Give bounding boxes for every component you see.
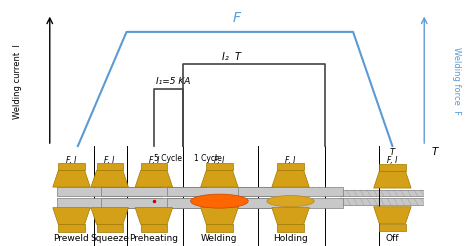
Ellipse shape [267,196,314,207]
FancyBboxPatch shape [379,224,405,231]
Text: T: T [390,148,395,157]
Text: Off: Off [386,234,399,243]
Text: Welding current  I: Welding current I [13,44,22,119]
FancyBboxPatch shape [101,187,206,197]
Text: Holding: Holding [273,234,308,243]
FancyBboxPatch shape [97,163,123,170]
FancyBboxPatch shape [101,198,206,208]
Text: I₁=5 KA: I₁=5 KA [156,77,191,86]
Text: T: T [432,147,438,157]
Polygon shape [135,208,173,225]
Text: Welding force  F: Welding force F [452,47,461,115]
Polygon shape [53,170,90,187]
Text: F, I: F, I [66,156,77,165]
FancyBboxPatch shape [141,163,167,170]
Text: F: F [233,11,241,25]
FancyBboxPatch shape [57,187,162,197]
Polygon shape [91,208,128,225]
Polygon shape [201,170,238,187]
Text: Preheating: Preheating [129,234,178,243]
Text: Squeeze: Squeeze [90,234,129,243]
FancyBboxPatch shape [206,225,233,232]
FancyBboxPatch shape [97,225,123,232]
FancyBboxPatch shape [58,163,84,170]
FancyBboxPatch shape [167,198,272,208]
Polygon shape [135,170,173,187]
Ellipse shape [191,194,248,208]
FancyBboxPatch shape [58,225,84,232]
Polygon shape [272,208,309,225]
Polygon shape [91,170,128,187]
Text: Welding: Welding [201,234,237,243]
FancyBboxPatch shape [57,198,162,208]
Text: F, I: F, I [285,156,296,165]
Polygon shape [374,171,411,188]
Text: I₂  T: I₂ T [222,52,241,62]
Text: 5 Cycle: 5 Cycle [154,154,182,163]
FancyBboxPatch shape [141,225,167,232]
Polygon shape [53,208,90,225]
Text: Preweld: Preweld [54,234,90,243]
FancyBboxPatch shape [340,198,445,205]
FancyBboxPatch shape [379,164,405,171]
Polygon shape [272,170,309,187]
FancyBboxPatch shape [277,163,304,170]
Polygon shape [374,207,411,224]
Text: 1 Cycle: 1 Cycle [194,154,222,163]
FancyBboxPatch shape [340,190,445,197]
Polygon shape [201,208,238,225]
Text: F, I: F, I [149,156,159,165]
FancyBboxPatch shape [277,225,304,232]
FancyBboxPatch shape [167,187,272,197]
FancyBboxPatch shape [206,163,233,170]
Text: F, I: F, I [214,156,225,165]
Text: F, I: F, I [104,156,115,165]
FancyBboxPatch shape [238,198,343,208]
FancyBboxPatch shape [238,187,343,197]
Text: F, I: F, I [387,156,398,165]
